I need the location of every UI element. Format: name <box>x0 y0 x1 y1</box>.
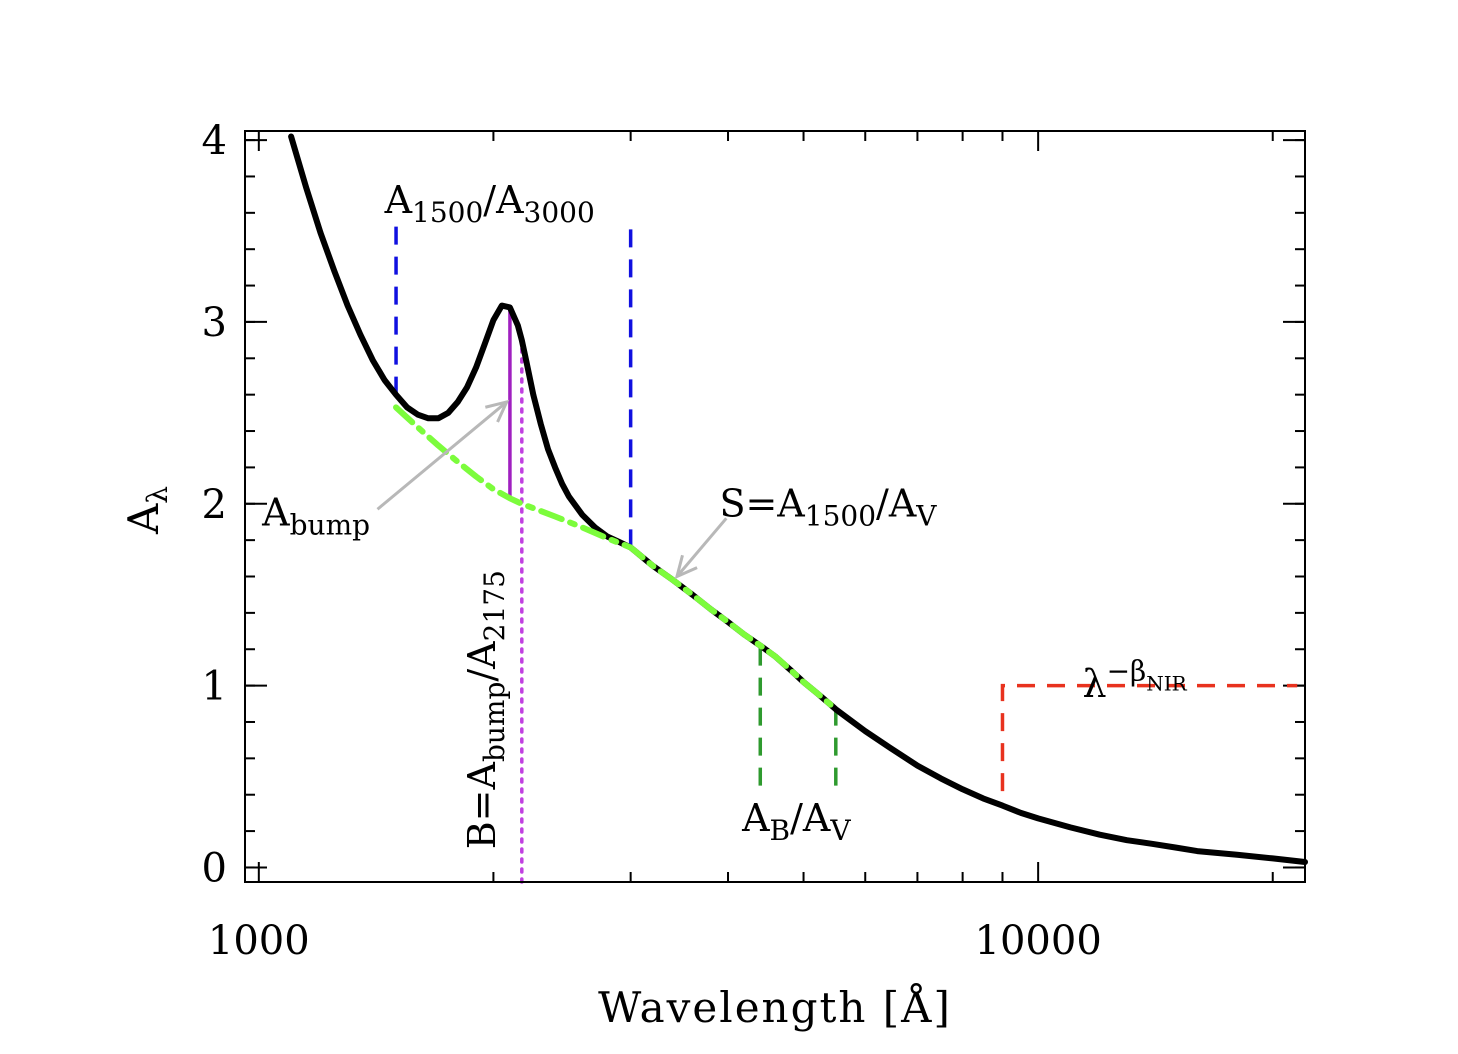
slope-arrow-head <box>674 554 698 580</box>
slope-arrow-shaft <box>675 517 728 578</box>
ab-av-label-main: A <box>741 796 770 840</box>
a1500-a3000-label: A1500/A3000 <box>384 178 595 229</box>
data-series <box>288 133 1308 865</box>
nir-label: λ−βNIR <box>1082 655 1187 706</box>
s-label-mid: /A <box>876 482 917 526</box>
s-label: S=A1500/AV <box>719 482 937 533</box>
y-tick-label: 0 <box>202 845 227 891</box>
attenuation-curve-line <box>288 133 1308 865</box>
y-tick-label: 4 <box>202 118 227 164</box>
b-label-main: B=A <box>460 762 504 850</box>
b-label-mid: /A <box>460 641 504 682</box>
abump-label-sub1: bump <box>290 509 370 542</box>
a1500-a3000-label-sub2: 3000 <box>524 196 595 229</box>
bump-arrow-head <box>484 399 510 423</box>
nir-label-sup: −β <box>1107 655 1147 688</box>
nir-label-main: λ <box>1082 662 1106 706</box>
bump-arrow <box>376 399 510 511</box>
y-tick-label: 1 <box>202 664 227 710</box>
b-label-sub2: 2175 <box>478 570 511 641</box>
continuum-curve-line <box>393 404 839 713</box>
s-label-sub2: V <box>915 500 937 533</box>
slope-arrow <box>674 517 728 580</box>
ab-av-label-sub2: V <box>829 814 851 847</box>
marker-lines <box>394 221 1298 884</box>
annotation-arrows <box>376 399 728 580</box>
y-axis-label: Aλ <box>119 486 174 535</box>
abump-label-main: A <box>261 491 290 535</box>
b-label: B=Abump/A2175 <box>460 570 511 849</box>
ab-av-label-sub1: B <box>770 814 791 847</box>
ab-av-label-mid: /A <box>790 796 831 840</box>
s-label-main: S=A <box>719 482 805 526</box>
a1500-a3000-label-mid: /A <box>483 178 524 222</box>
plot-frame <box>244 130 1306 883</box>
tick-labels: 1000 10000 0 1 2 3 4 <box>202 118 1102 964</box>
a1500-a3000-label-sub1: 1500 <box>412 196 483 229</box>
abump-label: Abump <box>261 491 370 542</box>
x-axis-label: Wavelength [Å] <box>598 982 952 1032</box>
x-tick-label: 1000 <box>208 918 310 964</box>
s-label-sub1: 1500 <box>805 500 876 533</box>
nir-dashed-box <box>1000 683 1298 792</box>
x-tick-label: 10000 <box>975 918 1102 964</box>
y-tick-label: 3 <box>202 300 227 346</box>
y-axis-label-sub: λ <box>141 486 174 504</box>
major-ticks <box>245 131 1305 882</box>
nir-label-supsub: NIR <box>1146 672 1187 696</box>
b-label-sub1: bump <box>478 682 511 762</box>
y-tick-label: 2 <box>202 482 227 528</box>
a1500-a3000-label-main: A <box>384 178 413 222</box>
ab-av-label: AB/AV <box>741 796 851 847</box>
y-axis-label-main: A <box>119 503 168 535</box>
bump-arrow-shaft <box>376 400 508 511</box>
